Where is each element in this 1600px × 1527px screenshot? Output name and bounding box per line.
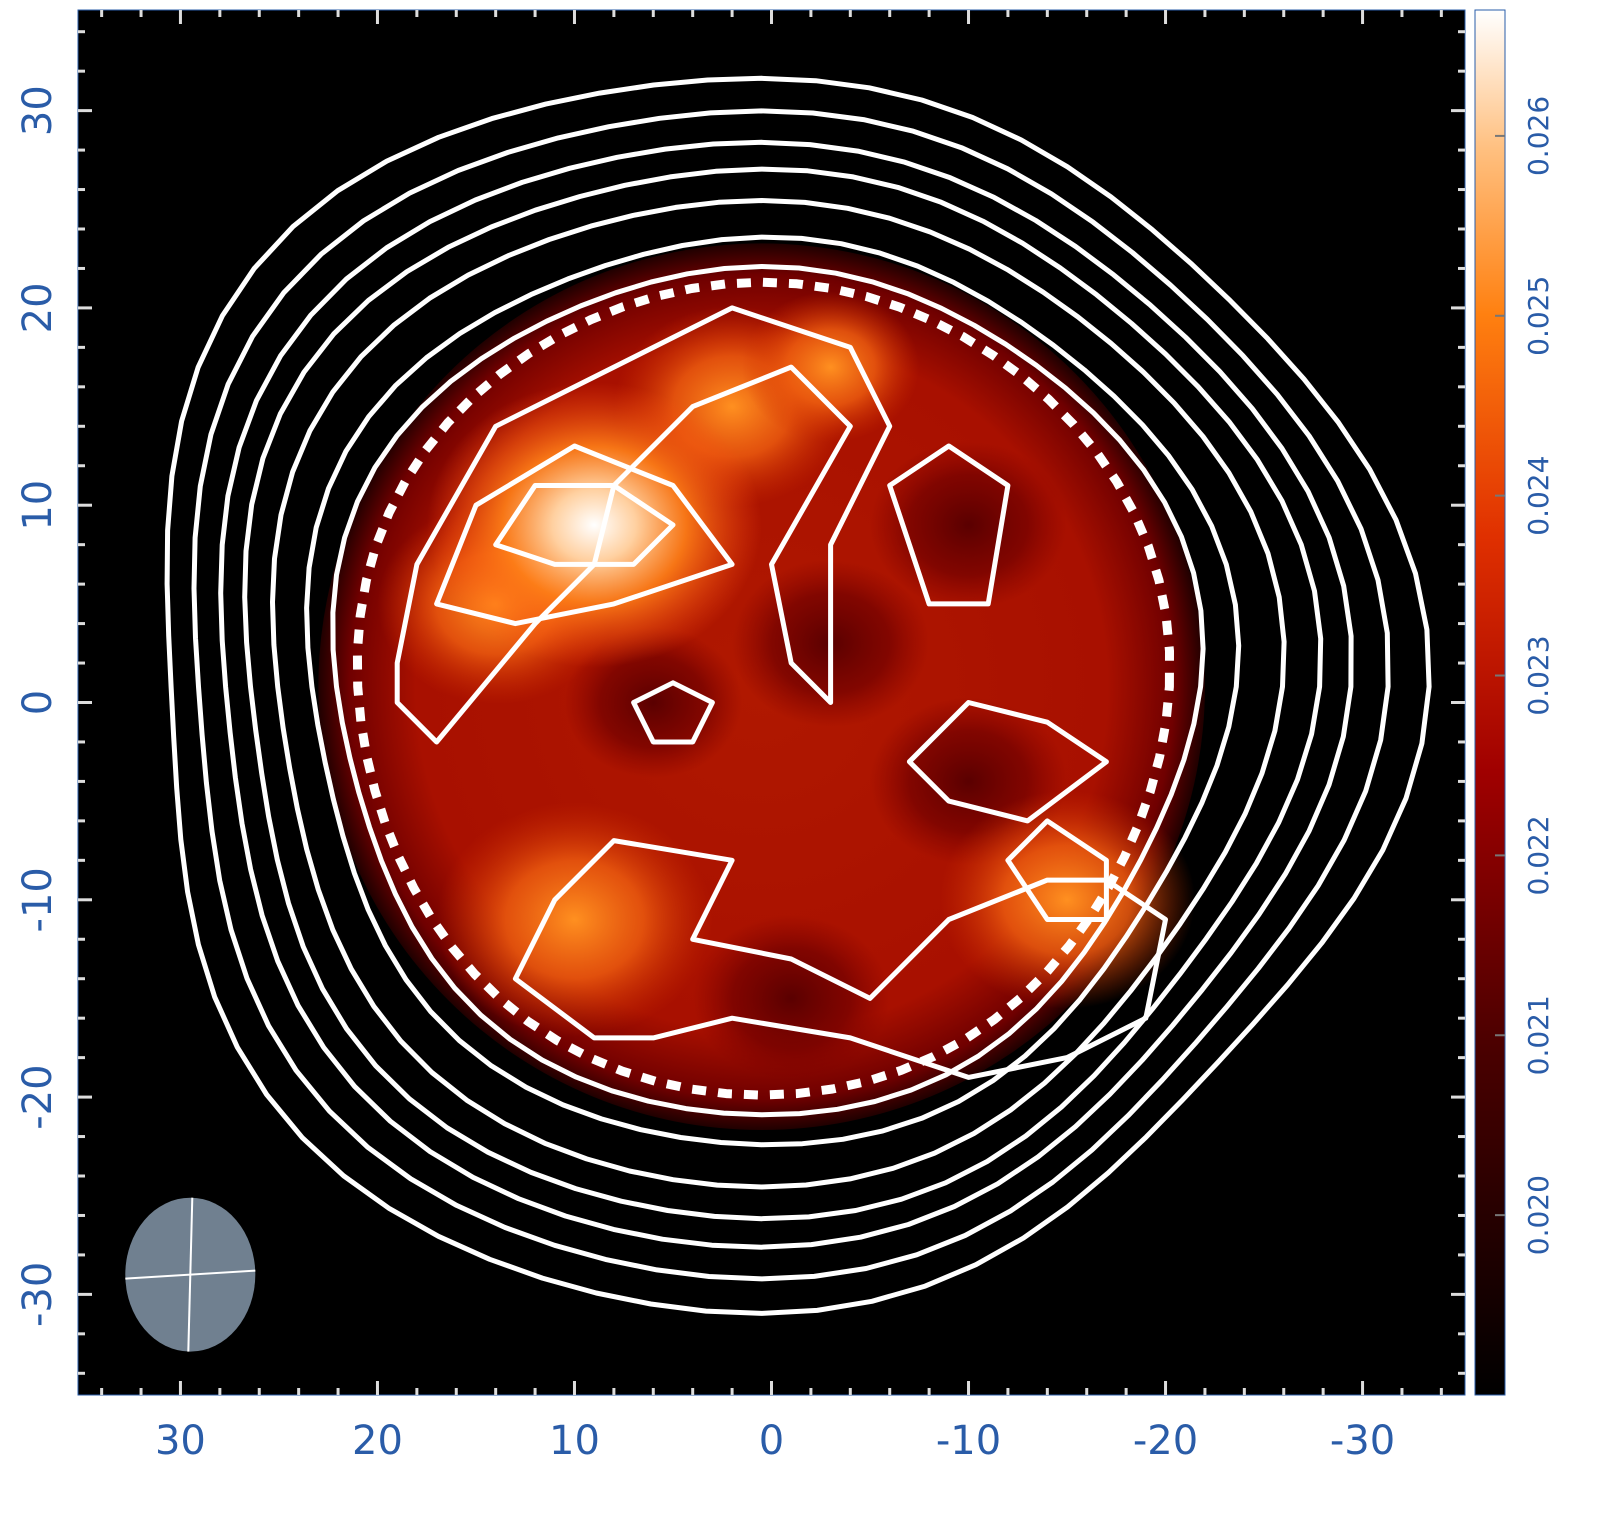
map-feature bbox=[692, 914, 890, 1083]
y-tick-label: 30 bbox=[15, 85, 61, 136]
contour bbox=[242, 166, 1324, 1222]
colorbar-tick-label: 0.022 bbox=[1522, 815, 1555, 895]
map-feature bbox=[741, 291, 920, 443]
map-feature bbox=[938, 790, 1196, 1009]
x-tick-label: -10 bbox=[936, 1418, 1001, 1464]
y-tick-label: -30 bbox=[15, 1262, 61, 1327]
colorbar-tick-label: 0.020 bbox=[1522, 1175, 1555, 1255]
x-tick-label: 10 bbox=[549, 1418, 600, 1464]
y-tick-label: -20 bbox=[15, 1064, 61, 1129]
contour bbox=[270, 198, 1287, 1190]
contour bbox=[330, 264, 1206, 1118]
contours bbox=[164, 75, 1432, 1316]
contour bbox=[304, 234, 1242, 1148]
x-tick-label: 20 bbox=[352, 1418, 403, 1464]
contour bbox=[493, 483, 676, 567]
contour bbox=[887, 443, 1011, 607]
contour bbox=[164, 75, 1432, 1316]
y-tick-label: 0 bbox=[15, 690, 61, 715]
contour bbox=[434, 443, 735, 627]
colorbar-tick-label: 0.023 bbox=[1522, 635, 1555, 715]
intensity-map bbox=[318, 243, 1205, 1131]
beam-axis bbox=[187, 1197, 194, 1352]
x-tick-label: -30 bbox=[1330, 1418, 1395, 1464]
colorbar bbox=[1474, 9, 1506, 1396]
contour bbox=[512, 838, 1168, 1080]
contour bbox=[394, 305, 893, 745]
disk-outline bbox=[352, 277, 1174, 1100]
colorbar-tick-label: 0.024 bbox=[1522, 456, 1555, 536]
contour bbox=[218, 139, 1354, 1250]
y-tick-label: 10 bbox=[15, 480, 61, 531]
x-tick-label: -20 bbox=[1133, 1418, 1198, 1464]
map-feature bbox=[426, 382, 762, 668]
map-feature bbox=[436, 802, 713, 1037]
y-tick-label: -10 bbox=[15, 867, 61, 932]
contour bbox=[191, 108, 1391, 1282]
x-tick-label: 0 bbox=[759, 1418, 784, 1464]
x-tick-label: 30 bbox=[155, 1418, 206, 1464]
y-tick-label: 20 bbox=[15, 282, 61, 333]
contour bbox=[631, 680, 715, 745]
contour bbox=[906, 700, 1109, 824]
colorbar-tick-label: 0.025 bbox=[1522, 276, 1555, 356]
colorbar-tick-label: 0.026 bbox=[1522, 96, 1555, 176]
colorbar-tick-label: 0.021 bbox=[1522, 995, 1555, 1075]
contour bbox=[1005, 818, 1109, 922]
